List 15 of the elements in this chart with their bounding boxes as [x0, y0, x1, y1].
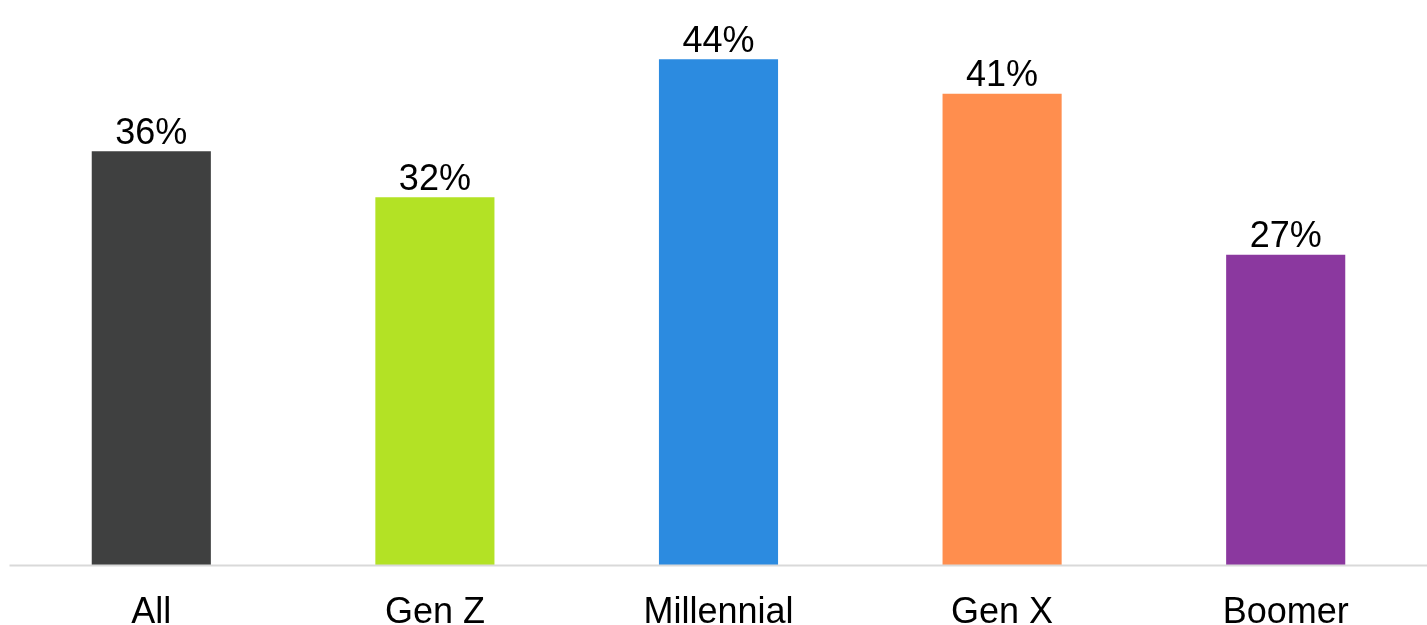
bar — [1226, 254, 1346, 566]
data-label: 41% — [966, 53, 1039, 95]
data-label: 32% — [398, 156, 471, 198]
x-tick-label: Gen Z — [384, 589, 485, 625]
x-tick-label: All — [131, 589, 172, 625]
bar — [942, 93, 1062, 566]
x-tick-label: Gen X — [951, 589, 1054, 625]
x-tick-label: Millennial — [643, 589, 794, 625]
data-label: 36% — [115, 110, 188, 152]
data-label: 27% — [1249, 214, 1322, 256]
data-label: 44% — [682, 18, 755, 60]
bar — [91, 151, 211, 566]
x-tick-label: Boomer — [1222, 589, 1349, 625]
bar — [658, 59, 779, 566]
bar — [375, 197, 495, 566]
